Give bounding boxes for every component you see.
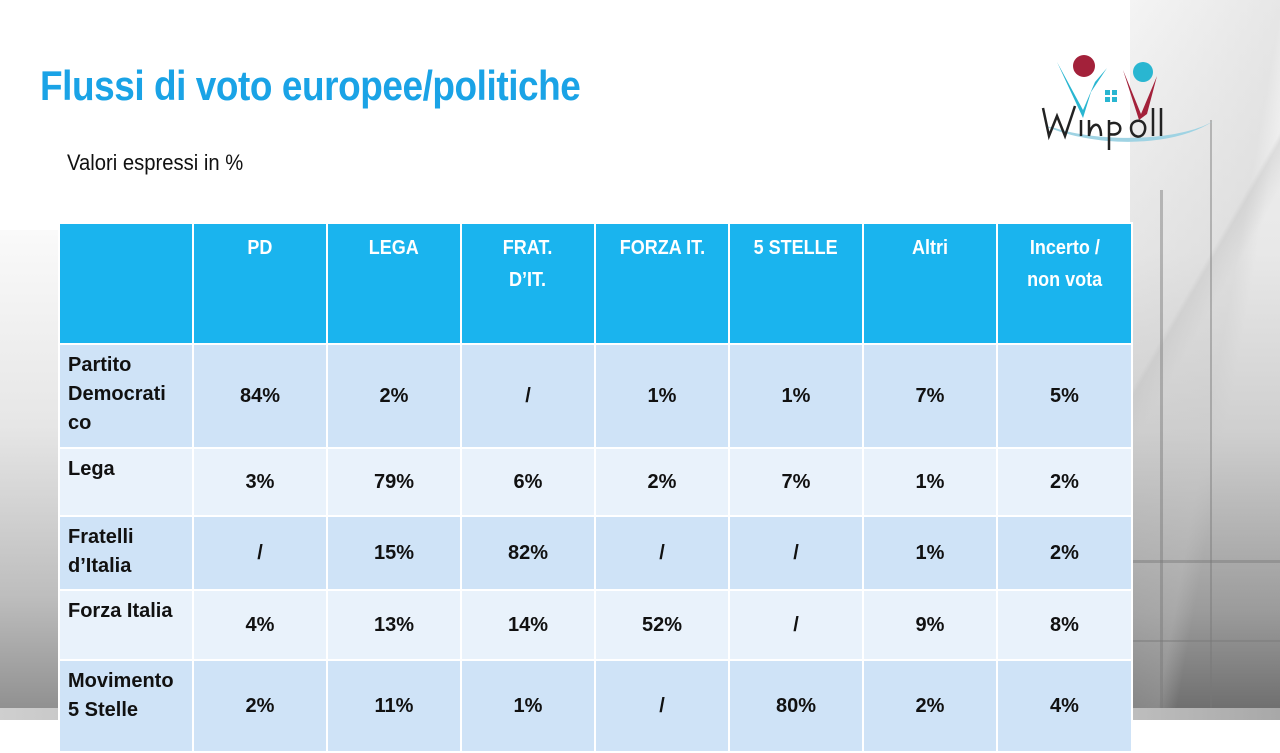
column-header-frat-dit: FRAT. D’IT.	[460, 222, 596, 345]
vote-flows-table: PD LEGA FRAT. D’IT. FORZA IT. 5 STELLE Al…	[58, 222, 1133, 753]
table-cell: /	[594, 659, 730, 753]
table-cell: 6%	[460, 447, 596, 517]
column-header-incerto-non-vota: Incerto / non vota	[996, 222, 1133, 345]
table-cell: 7%	[862, 343, 998, 449]
table-cell: 1%	[460, 659, 596, 753]
row-header-partito-democratico: Partito Democrati co	[58, 343, 194, 449]
winpoll-logo	[1041, 55, 1215, 150]
table-cell: 4%	[192, 589, 328, 661]
column-header-5-stelle: 5 STELLE	[728, 222, 864, 345]
table-cell: 5%	[996, 343, 1133, 449]
table-cell: 82%	[460, 515, 596, 591]
table-cell: 2%	[996, 515, 1133, 591]
table-row: Forza Italia 4% 13% 14% 52% / 9% 8%	[58, 589, 1133, 661]
table-cell: /	[594, 515, 730, 591]
table-cell: 2%	[862, 659, 998, 753]
slide-title: Flussi di voto europee/politiche	[40, 62, 581, 109]
table-cell: 84%	[192, 343, 328, 449]
column-header-forza-it: FORZA IT.	[594, 222, 730, 345]
column-header-lega: LEGA	[326, 222, 462, 345]
row-header-lega: Lega	[58, 447, 194, 517]
table-row: Partito Democrati co 84% 2% / 1% 1% 7% 5%	[58, 343, 1133, 449]
table-cell: 2%	[996, 447, 1133, 517]
table-row: Fratelli d’Italia / 15% 82% / / 1% 2%	[58, 515, 1133, 591]
table-cell: /	[460, 343, 596, 449]
table-cell: 8%	[996, 589, 1133, 661]
table-row: Lega 3% 79% 6% 2% 7% 1% 2%	[58, 447, 1133, 517]
table-cell: 4%	[996, 659, 1133, 753]
row-header-forza-italia: Forza Italia	[58, 589, 194, 661]
background-architecture-decoration	[1130, 0, 1280, 720]
table-cell: 79%	[326, 447, 462, 517]
slide-subtitle: Valori espressi in %	[67, 150, 244, 175]
header-corner	[58, 222, 194, 345]
table-header-row: PD LEGA FRAT. D’IT. FORZA IT. 5 STELLE Al…	[58, 222, 1133, 345]
table-cell: 1%	[594, 343, 730, 449]
table-cell: 2%	[594, 447, 730, 517]
table-cell: 14%	[460, 589, 596, 661]
table-cell: 52%	[594, 589, 730, 661]
table-cell: 13%	[326, 589, 462, 661]
table-cell: 9%	[862, 589, 998, 661]
table-cell: 11%	[326, 659, 462, 753]
row-header-fratelli-ditalia: Fratelli d’Italia	[58, 515, 194, 591]
column-header-pd: PD	[192, 222, 328, 345]
table-cell: 1%	[862, 515, 998, 591]
background-left-decoration	[0, 230, 58, 720]
table-cell: /	[728, 589, 864, 661]
table-cell: 1%	[728, 343, 864, 449]
table-cell: /	[728, 515, 864, 591]
table-cell: 80%	[728, 659, 864, 753]
table-cell: 7%	[728, 447, 864, 517]
column-header-altri: Altri	[862, 222, 998, 345]
table-cell: 3%	[192, 447, 328, 517]
table-row: Movimento 5 Stelle 2% 11% 1% / 80% 2% 4%	[58, 659, 1133, 753]
table-cell: 2%	[326, 343, 462, 449]
table-cell: 15%	[326, 515, 462, 591]
table-cell: 1%	[862, 447, 998, 517]
table-cell: 2%	[192, 659, 328, 753]
row-header-movimento-5-stelle: Movimento 5 Stelle	[58, 659, 194, 753]
table-cell: /	[192, 515, 328, 591]
